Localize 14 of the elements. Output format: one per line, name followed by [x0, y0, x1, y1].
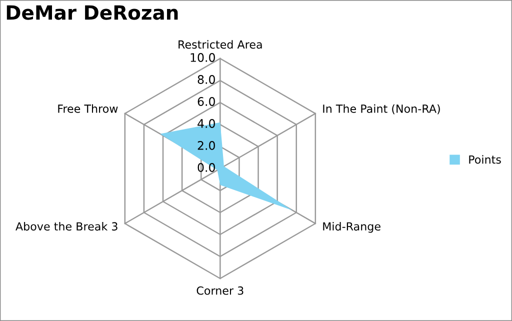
spoke-label: Corner 3 [196, 286, 244, 295]
spoke-label: In The Paint (Non-RA) [323, 104, 440, 114]
y-tick-label: 0.0 [198, 163, 215, 172]
chart-title: DeMar DeRozan [6, 5, 178, 20]
y-tick-label: 4.0 [198, 119, 215, 128]
y-tick-label: 10.0 [190, 53, 215, 62]
spoke-label: Above the Break 3 [16, 222, 118, 231]
spoke-label: Restricted Area [178, 40, 262, 49]
spoke-label: Free Throw [58, 104, 118, 113]
spoke-label: Mid-Range [323, 222, 380, 233]
y-tick-label: 6.0 [198, 97, 215, 106]
y-tick-label: 8.0 [198, 75, 215, 84]
legend-label: Points [469, 155, 501, 164]
y-tick-label: 2.0 [198, 141, 215, 150]
